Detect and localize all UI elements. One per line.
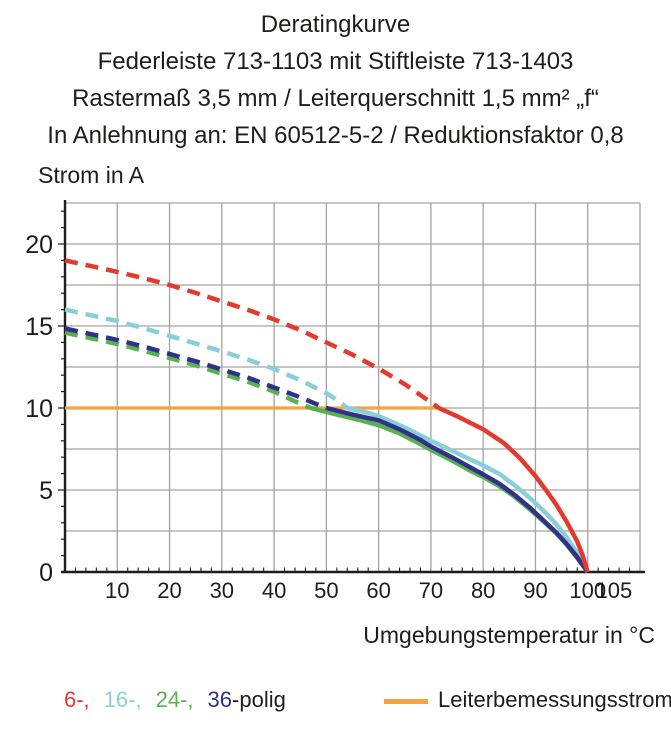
curve-dashed-24-polig [64,330,312,411]
x-tick-label: 20 [157,578,181,603]
curve-solid-36-polig [325,405,590,574]
legend-pole-6: 6-, [64,687,90,712]
legend-pole-36: 36 [207,687,233,712]
y-tick-labels: 0 5 10 15 20 [25,231,53,587]
x-tick-label: 105 [596,578,633,603]
poles-legend: 6-, 16-, 24-, 36-polig [64,687,286,713]
gridlines [65,202,641,572]
y-tick-label: 5 [39,477,53,505]
y-tick-label: 15 [25,313,53,341]
x-tick-label: 10 [105,578,129,603]
series-curves [64,258,590,574]
x-tick-label: 100 [569,578,606,603]
y-tick-label: 20 [25,231,53,259]
x-tick-label: 30 [210,578,234,603]
title-line-3: Rastermaß 3,5 mm / Leiterquerschnitt 1,5… [72,85,599,112]
title-line-4: In Anlehnung an: EN 60512-5-2 / Reduktio… [47,122,624,149]
x-tick-label: 60 [366,578,390,603]
curve-dashed-36-polig [64,326,328,411]
x-tick-label: 80 [471,578,495,603]
curve-solid-6-polig [437,405,590,573]
title-line-2: Federleiste 713-1103 mit Stiftleiste 713… [97,48,574,75]
x-tick-label: 50 [314,578,338,603]
rated-current-legend: Leiterbemessungsstrom [384,687,671,713]
x-tick-label: 90 [523,578,547,603]
x-tick-label: 70 [419,578,443,603]
x-axis-label: Umgebungstemperatur in °C [363,622,655,648]
y-tick-label: 0 [39,559,53,587]
y-axis-label: Strom in A [38,162,145,188]
rated-current-label: Leiterbemessungsstrom [438,687,671,712]
x-tick-label: 40 [262,578,286,603]
chart-title-block: Deratingkurve Federleiste 713-1103 mit S… [0,6,671,154]
axes [61,200,645,574]
legend-pole-24: 24-, [155,687,194,712]
legend-pole-polig: -polig [232,687,286,712]
curve-dashed-6-polig [64,258,441,410]
rated-current-swatch [384,699,428,704]
curve-dashed-16-polig [64,307,349,410]
y-tick-label: 10 [25,395,53,423]
title-line-1: Deratingkurve [260,11,411,38]
curve-solid-16-polig [346,405,590,574]
legend-pole-16: 16-, [103,687,142,712]
